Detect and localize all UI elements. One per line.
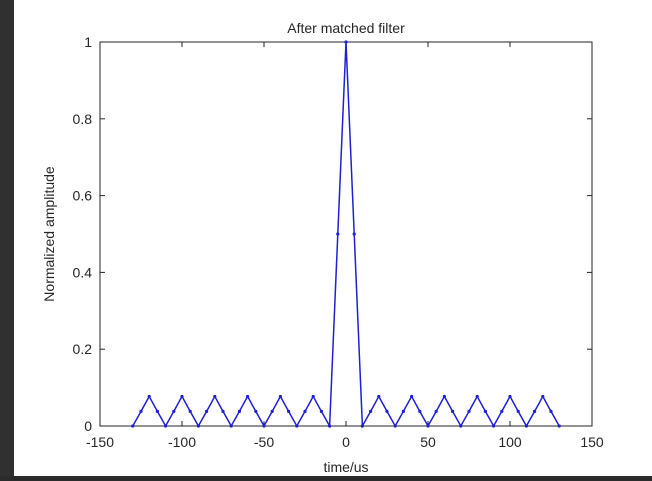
data-point: [188, 409, 192, 414]
y-tick-label: 0: [84, 418, 92, 434]
data-point: [270, 409, 274, 414]
data-point: [237, 409, 241, 414]
y-tick-label: 0.2: [73, 341, 93, 357]
line-chart: After matched filter -150 -100 -50 0 50 100 15…: [41, 20, 604, 475]
data-point: [295, 424, 299, 428]
data-point: [492, 424, 496, 428]
data-point: [262, 424, 266, 428]
data-point: [229, 424, 233, 428]
y-tick-label: 0.8: [73, 111, 93, 127]
data-point: [393, 424, 397, 428]
axis-ticks: [99, 41, 593, 427]
y-tick-label: 0.6: [73, 188, 93, 204]
data-point: [451, 409, 455, 414]
x-tick-label: 0: [342, 434, 350, 450]
data-point: [385, 409, 389, 414]
data-point: [557, 424, 561, 428]
data-point: [131, 424, 135, 428]
data-point: [524, 424, 528, 428]
axis-tick-labels: -150 -100 -50 0 50 100 150 0 0.2 0.4 0.6 0.8 1: [73, 34, 604, 450]
data-point: [369, 409, 373, 414]
x-tick-label: 150: [580, 434, 604, 450]
data-point: [418, 409, 422, 414]
data-point: [213, 394, 217, 399]
data-point: [549, 409, 553, 414]
data-point: [541, 394, 545, 399]
data-point: [328, 424, 332, 428]
data-point: [459, 424, 463, 428]
data-point: [311, 394, 315, 399]
x-tick-label: -50: [254, 434, 274, 450]
data-point: [475, 394, 479, 399]
data-point: [246, 394, 250, 399]
x-tick-label: -100: [168, 434, 196, 450]
data-point: [360, 424, 364, 428]
y-tick-label: 1: [84, 34, 92, 50]
y-tick-label: 0.4: [73, 264, 93, 280]
plot-area: [99, 41, 593, 427]
data-point: [172, 409, 176, 414]
data-point: [336, 232, 340, 236]
chart-title: After matched filter: [287, 20, 405, 36]
data-point: [500, 409, 504, 414]
data-point: [344, 40, 348, 44]
data-point: [533, 409, 537, 414]
data-point: [164, 424, 168, 428]
data-point: [516, 409, 520, 414]
data-point: [147, 394, 151, 399]
data-point: [278, 394, 282, 399]
data-point: [180, 394, 184, 399]
series-points: [131, 40, 561, 428]
data-point: [467, 409, 471, 414]
data-point: [401, 409, 405, 414]
data-point: [155, 409, 159, 414]
figure-canvas: After matched filter -150 -100 -50 0 50 100 15…: [14, 0, 652, 476]
data-point: [352, 232, 356, 236]
data-point: [303, 409, 307, 414]
data-point: [205, 409, 209, 414]
data-point: [196, 424, 200, 428]
y-axis-label: Normalized amplitude: [41, 166, 57, 302]
data-point: [483, 409, 487, 414]
x-tick-label: 50: [420, 434, 436, 450]
x-axis-label: time/us: [323, 459, 368, 475]
data-point: [221, 409, 225, 414]
data-point: [508, 394, 512, 399]
x-tick-label: -150: [86, 434, 114, 450]
x-tick-label: 100: [498, 434, 522, 450]
data-point: [139, 409, 143, 414]
data-point: [319, 409, 323, 414]
data-point: [287, 409, 291, 414]
data-point: [254, 409, 258, 414]
data-point: [442, 394, 446, 399]
data-point: [410, 394, 414, 399]
data-point: [426, 424, 430, 428]
data-point: [434, 409, 438, 414]
data-point: [377, 394, 381, 399]
